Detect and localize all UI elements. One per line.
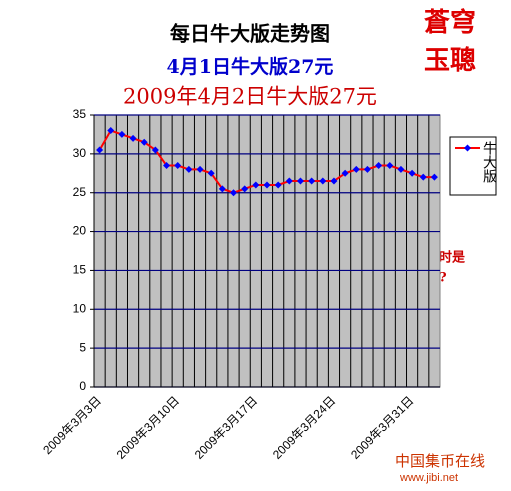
y-tick-label: 35 xyxy=(73,107,87,121)
marker xyxy=(419,173,427,181)
plot-area xyxy=(93,114,441,388)
x-tick-label: 2009年3月10日 xyxy=(114,393,182,461)
y-tick-label: 25 xyxy=(73,185,87,199)
marker xyxy=(363,165,371,173)
marker xyxy=(408,169,416,177)
legend-label: 牛大版 xyxy=(481,141,497,184)
marker xyxy=(252,181,260,189)
marker xyxy=(296,177,304,185)
marker xyxy=(430,173,438,181)
x-tick-label: 2009年3月17日 xyxy=(192,393,260,461)
marker xyxy=(319,177,327,185)
marker xyxy=(118,130,126,138)
marker xyxy=(341,169,349,177)
marker xyxy=(397,165,405,173)
watermark: 蒼穹 xyxy=(424,7,476,38)
legend-box xyxy=(449,136,497,196)
watermark: 玉聰 xyxy=(424,45,476,76)
chart-subtitle: 2009年4月2日牛大版27元 xyxy=(123,85,377,109)
marker xyxy=(107,127,115,135)
y-tick-label: 20 xyxy=(73,224,87,238)
y-tick-label: 5 xyxy=(79,340,86,354)
marker xyxy=(129,134,137,142)
y-tick-label: 30 xyxy=(73,146,87,160)
marker xyxy=(241,185,249,193)
marker xyxy=(230,189,238,197)
marker xyxy=(285,177,293,185)
chart-subtitle: 4月1日牛大版27元 xyxy=(167,55,334,78)
x-tick-label: 2009年3月24日 xyxy=(270,393,338,461)
marker xyxy=(263,181,271,189)
marker xyxy=(151,146,159,154)
chart-title: 每日牛大版走势图 xyxy=(170,22,330,46)
marker xyxy=(218,185,226,193)
y-tick-label: 15 xyxy=(73,263,87,277)
marker xyxy=(274,181,282,189)
marker xyxy=(163,162,171,170)
marker xyxy=(185,165,193,173)
marker xyxy=(352,165,360,173)
marker xyxy=(375,162,383,170)
y-tick-label: 0 xyxy=(79,379,86,393)
footer: www.jibi.net xyxy=(399,472,458,484)
marker xyxy=(174,162,182,170)
marker xyxy=(96,146,104,154)
footer: 中国集币在线 xyxy=(395,452,485,470)
marker xyxy=(308,177,316,185)
marker xyxy=(386,162,394,170)
marker xyxy=(140,138,148,146)
y-tick-label: 10 xyxy=(73,301,87,315)
marker xyxy=(196,165,204,173)
legend-marker xyxy=(464,144,471,152)
x-tick-label: 2009年3月3日 xyxy=(40,393,104,457)
marker xyxy=(330,177,338,185)
marker xyxy=(207,169,215,177)
